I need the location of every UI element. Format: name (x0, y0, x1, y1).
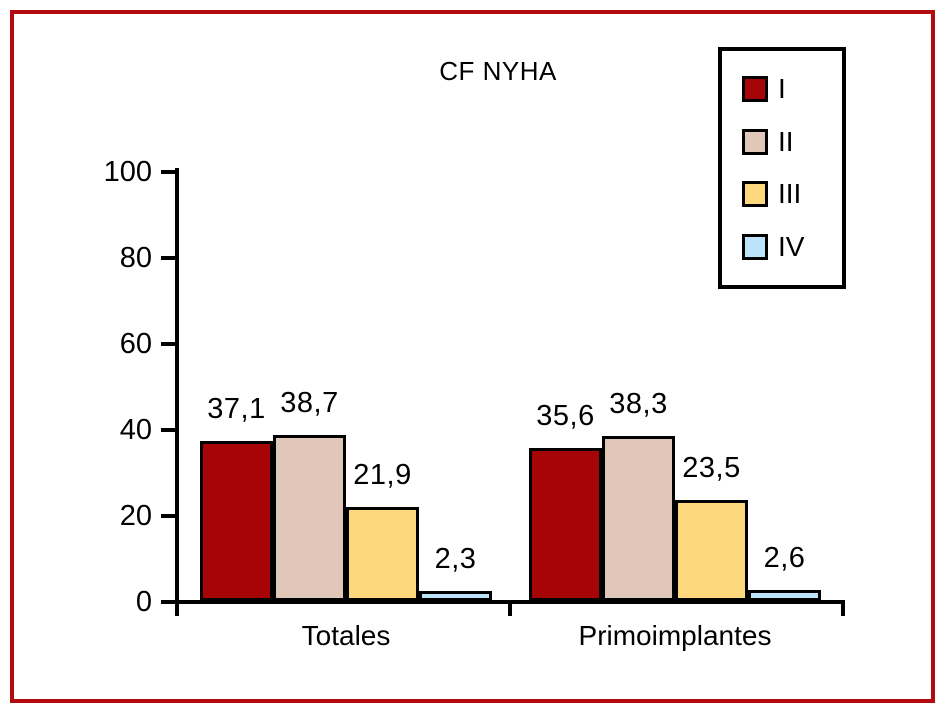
bar-totales-ii (273, 434, 346, 601)
y-tick-label: 80 (119, 242, 152, 274)
outer-frame (10, 10, 935, 703)
bar-primoimplantes-ii (602, 436, 675, 601)
legend-swatch-iii (742, 181, 768, 208)
bar-primoimplantes-i (529, 447, 602, 601)
bar-primoimplantes-iv (748, 589, 821, 601)
x-category-label: Primoimplantes (578, 620, 772, 651)
legend-label: II (778, 125, 794, 157)
x-axis-tick (841, 600, 845, 616)
legend-swatch-i (742, 76, 768, 103)
value-label: 37,1 (207, 393, 266, 426)
value-label: 2,3 (434, 543, 477, 576)
legend-item-iii: III (742, 180, 842, 208)
legend-label: I (778, 73, 786, 105)
value-label: 23,5 (682, 451, 741, 484)
legend-label: III (778, 178, 802, 210)
y-tick-label: 60 (119, 328, 152, 360)
legend-item-iv: IV (742, 230, 842, 262)
x-category-label: Totales (301, 620, 391, 651)
y-axis-line (175, 168, 179, 616)
value-label: 38,7 (280, 386, 339, 419)
value-label: 35,6 (536, 399, 595, 432)
bar-totales-iii (346, 506, 419, 601)
value-label: 21,9 (353, 458, 412, 491)
y-tick-label: 20 (119, 500, 152, 532)
legend-box: I II III IV (718, 47, 846, 289)
x-axis-tick (508, 600, 512, 616)
legend-swatch-ii (742, 128, 768, 155)
y-axis-tick (161, 256, 179, 260)
bar-totales-iv (419, 591, 492, 601)
value-label: 38,3 (609, 388, 668, 421)
y-axis-tick (161, 342, 179, 346)
y-tick-label: 0 (135, 586, 152, 618)
bar-primoimplantes-iii (675, 499, 748, 601)
y-tick-label: 100 (103, 156, 152, 188)
bar-totales-i (200, 441, 273, 601)
y-axis-tick (161, 170, 179, 174)
legend-label: IV (778, 230, 805, 262)
y-tick-label: 40 (119, 414, 152, 446)
legend-item-i: I (742, 75, 842, 103)
legend-swatch-iv (742, 233, 768, 260)
y-axis-tick (161, 428, 179, 432)
chart-title: CF NYHA (439, 56, 557, 86)
y-axis-tick (161, 514, 179, 518)
legend-item-ii: II (742, 125, 842, 157)
y-axis-tick (161, 600, 187, 604)
value-label: 2,6 (763, 541, 806, 574)
